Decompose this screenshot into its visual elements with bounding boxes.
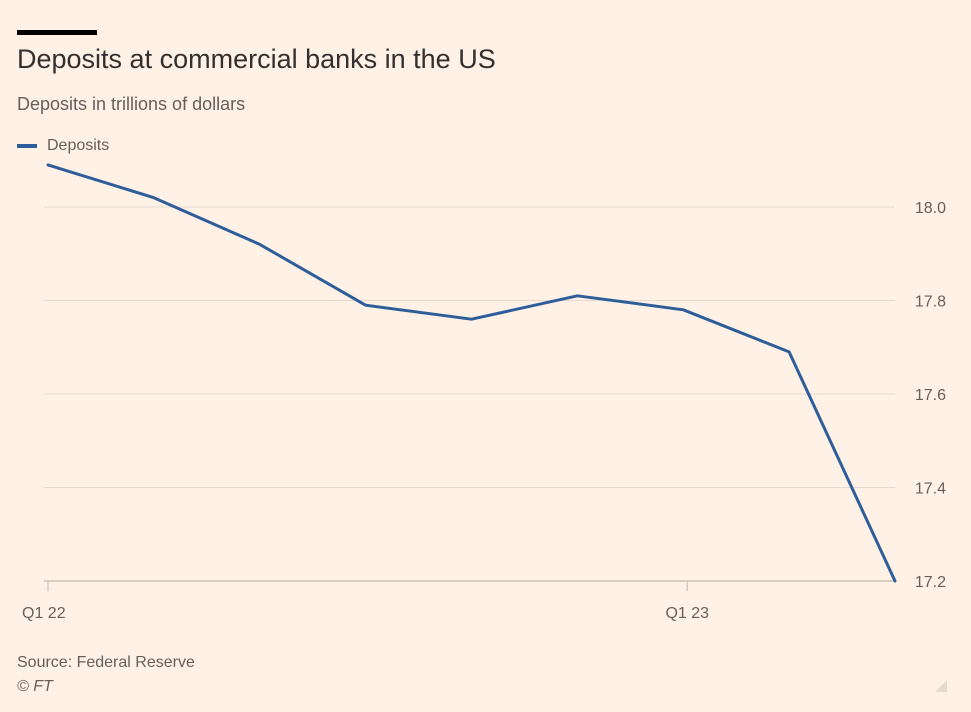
chart-title: Deposits at commercial banks in the US (17, 44, 496, 74)
title-rule (17, 30, 97, 35)
y-tick-label: 17.8 (915, 294, 946, 311)
x-tick-label: Q1 22 (22, 605, 66, 622)
copyright-note: © FT (17, 678, 53, 695)
chart-subtitle: Deposits in trillions of dollars (17, 94, 246, 114)
x-tick-label: Q1 23 (665, 605, 709, 622)
y-axis: 18.0 17.8 17.6 17.4 17.2 (915, 200, 946, 591)
gridlines (44, 206, 895, 582)
y-tick-label: 18.0 (915, 200, 946, 217)
y-tick-label: 17.4 (915, 481, 946, 498)
series-deposits (46, 163, 897, 583)
legend-swatch-deposits (17, 144, 37, 148)
resize-corner-icon (935, 680, 947, 692)
legend: Deposits (17, 137, 109, 155)
y-tick-label: 17.6 (915, 387, 946, 404)
source-note: Source: Federal Reserve (17, 654, 195, 671)
series-line-deposits (46, 163, 897, 583)
legend-label-deposits: Deposits (47, 137, 110, 154)
x-axis: Q1 22 Q1 23 (22, 581, 709, 622)
y-tick-label: 17.2 (915, 574, 946, 591)
